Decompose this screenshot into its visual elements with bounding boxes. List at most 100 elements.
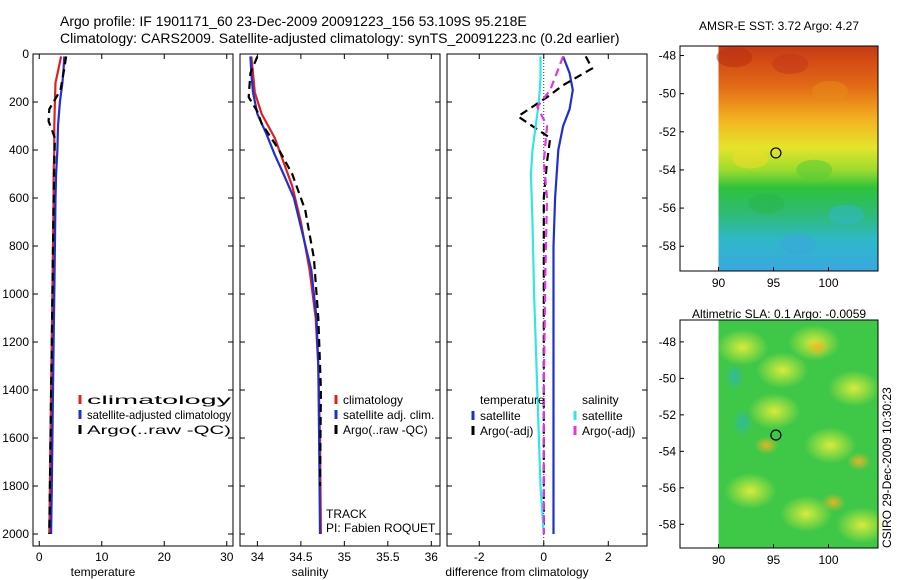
- y-tick-label: 400: [9, 143, 29, 157]
- legend-entry: climatology: [87, 393, 231, 407]
- sla-patch: [836, 507, 889, 544]
- map-y-tick-label: -52: [659, 125, 677, 139]
- legend-entry: satellite: [582, 409, 623, 423]
- series-line-satellite: [529, 56, 545, 535]
- legend-header: salinity: [582, 393, 619, 407]
- legend-entry: Argo(-adj): [480, 424, 533, 438]
- sst-patch: [780, 234, 817, 254]
- legend-entry: satellite: [480, 409, 521, 423]
- annotation-text: PI: Fabien ROQUET: [326, 521, 436, 535]
- series-line-argo-raw-qc-: [247, 55, 322, 487]
- y-tick-label: 2000: [2, 527, 29, 541]
- x-axis-label: difference from climatology: [445, 565, 588, 579]
- map-y-tick-label: -50: [659, 87, 677, 101]
- legend-entry: Argo(-adj): [582, 424, 635, 438]
- map-x-tick-label: 100: [818, 553, 838, 567]
- x-tick-label: 35: [338, 550, 352, 564]
- sla-patch: [804, 427, 857, 464]
- sst-patch: [812, 81, 849, 101]
- x-tick-label: 20: [158, 550, 172, 564]
- map-y-tick-label: -56: [659, 201, 677, 215]
- legend-header: temperature: [480, 393, 545, 407]
- y-tick-label: 1200: [2, 335, 29, 349]
- legend-entry: Argo(..raw -QC): [343, 423, 428, 437]
- map-y-tick-label: -50: [659, 371, 677, 385]
- annotation-text: TRACK: [326, 507, 367, 521]
- y-tick-label: 800: [9, 239, 29, 253]
- x-tick-label: -2: [474, 550, 485, 564]
- y-tick-label: 1800: [2, 479, 29, 493]
- series-line-argo-adj-: [536, 56, 565, 534]
- sla-patch: [748, 393, 801, 430]
- sst-patch: [796, 159, 833, 180]
- sla-patch: [724, 363, 745, 391]
- map-frame: [679, 319, 879, 549]
- y-tick-label: 200: [9, 95, 29, 109]
- map-y-tick-label: -48: [659, 335, 677, 349]
- x-tick-label: 34: [251, 550, 265, 564]
- map-y-tick-label: -52: [659, 408, 677, 422]
- sst-patch: [732, 148, 769, 169]
- sla-map-panel: Altimetric SLA: 0.1 Argo: -0.0059 90 95 100…: [659, 307, 889, 567]
- sla-patch: [780, 495, 833, 532]
- float-position-marker: [770, 147, 782, 159]
- x-axis-label: temperature: [71, 565, 136, 579]
- sla-patch: [756, 352, 809, 389]
- sla-patch: [805, 338, 830, 357]
- x-tick-label: 36: [425, 550, 439, 564]
- map-title: Altimetric SLA: 0.1 Argo: -0.0059: [692, 307, 866, 321]
- map-y-tick-label: -58: [659, 517, 677, 531]
- map-title: AMSR-E SST: 3.72 Argo: 4.27: [699, 19, 859, 33]
- sla-patch: [732, 408, 753, 437]
- series-line-argo-adj-: [516, 55, 594, 534]
- sst-patch: [748, 193, 785, 214]
- sst-patch: [716, 47, 753, 68]
- map-x-tick-label: 90: [712, 276, 726, 290]
- sla-patch: [724, 473, 777, 509]
- float-position-marker: [770, 429, 782, 441]
- difference-panel: -2 0 2 difference from climatology temperatu…: [445, 53, 648, 579]
- x-tick-label: 35.5: [376, 550, 400, 564]
- map-y-tick-label: -48: [659, 49, 677, 63]
- y-tick-label: 1600: [2, 431, 29, 445]
- legend-entry: satellite-adjusted climatology: [87, 408, 231, 422]
- y-tick-label: 1400: [2, 383, 29, 397]
- series-line-argo-raw-qc-: [47, 56, 68, 535]
- legend-entry: climatology: [343, 393, 403, 407]
- x-tick-label: 0: [36, 550, 43, 564]
- sst-patch: [828, 204, 865, 225]
- x-axis-label: salinity: [292, 565, 329, 579]
- map-x-tick-label: 90: [712, 553, 726, 567]
- map-frame: [679, 45, 879, 272]
- sst-patch: [772, 54, 809, 74]
- figure-title-line1: Argo profile: IF 1901171_60 23-Dec-2009 …: [60, 13, 527, 29]
- timestamp-stamp: CSIRO 29-Dec-2009 10:30:23: [880, 387, 894, 548]
- series-line-satellite-adj-clim-: [249, 56, 322, 535]
- map-x-tick-label: 95: [767, 276, 781, 290]
- map-y-tick-label: -54: [659, 444, 677, 458]
- y-tick-label: 0: [22, 47, 29, 61]
- map-x-tick-label: 100: [818, 276, 838, 290]
- y-tick-label: 600: [9, 191, 29, 205]
- x-tick-label: 34.5: [289, 550, 313, 564]
- map-x-tick-label: 95: [767, 553, 781, 567]
- series-line-satellite: [552, 56, 574, 534]
- sla-patch: [716, 329, 769, 366]
- legend-entry: satellite adj. clim.: [343, 408, 434, 422]
- x-tick-label: 2: [605, 550, 612, 564]
- map-y-tick-label: -58: [659, 239, 677, 253]
- sst-map-panel: AMSR-E SST: 3.72 Argo: 4.27 90 95 100 -48 -50…: [659, 19, 879, 290]
- salinity-panel: 34 34.5 35 35.5 36 salinity climatologysatelli…: [239, 53, 441, 579]
- map-y-tick-label: -54: [659, 163, 677, 177]
- map-y-tick-label: -56: [659, 481, 677, 495]
- sla-patch: [846, 452, 871, 471]
- x-tick-label: 0: [540, 550, 547, 564]
- figure-title-line2: Climatology: CARS2009. Satellite-adjuste…: [60, 30, 620, 46]
- temperature-panel: 0 10 20 30 0 200 400 600 800 1000 1200 1400 1600 1800…: [2, 47, 233, 579]
- sla-patch: [821, 493, 846, 512]
- x-tick-label: 10: [95, 550, 109, 564]
- sla-patch: [754, 436, 779, 455]
- plot-frame: [32, 53, 234, 547]
- sla-patch: [828, 370, 881, 407]
